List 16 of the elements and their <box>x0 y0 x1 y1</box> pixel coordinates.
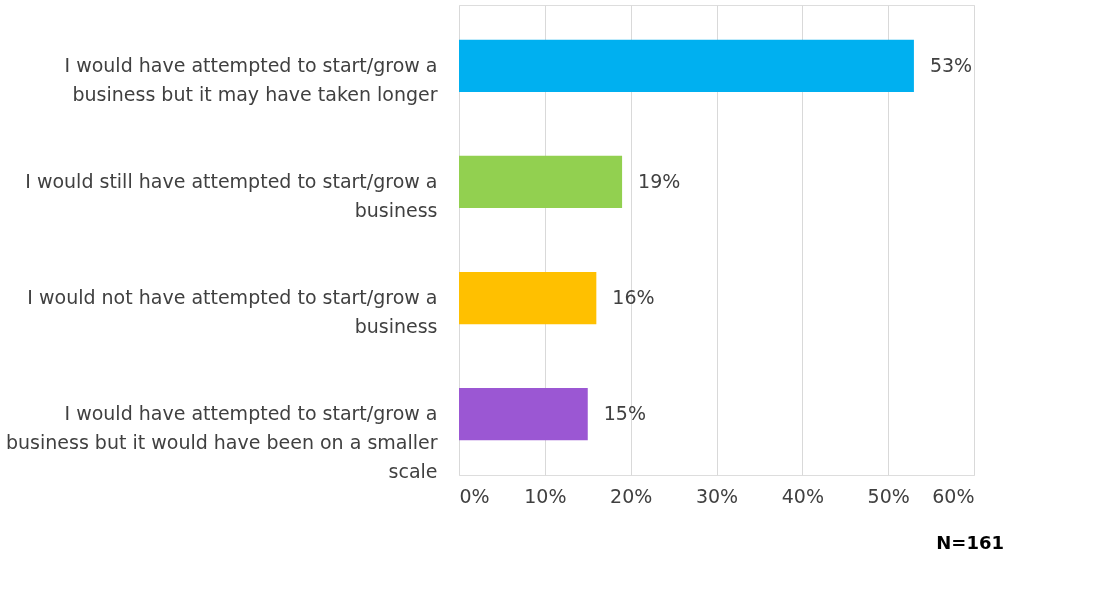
x-tick-label: 30% <box>695 484 739 507</box>
y-tick-label: I would have attempted to start/grow a business but it may have taken longer <box>64 53 438 105</box>
x-tick-label: 20% <box>610 484 653 507</box>
data-label: 53% <box>929 53 973 76</box>
x-tick-label: 50% <box>867 484 910 507</box>
x-tick-label: 40% <box>781 484 824 507</box>
text: N=161 <box>936 532 1004 553</box>
x-tick-label: 0% <box>459 484 490 507</box>
x-tick-label: 10% <box>524 484 567 507</box>
y-tick-label: I would still have attempted to start/grow a business <box>25 169 438 221</box>
data-label: 16% <box>612 286 655 309</box>
data-label: 19% <box>638 169 681 192</box>
y-tick-label: I would have attempted to start/grow a business but it would have been on a smaller scale <box>6 402 438 483</box>
y-tick-label: I would not have attempted to start/grow a business <box>27 286 438 338</box>
data-label: 15% <box>603 402 646 425</box>
x-tick-label: 60% <box>932 484 975 507</box>
